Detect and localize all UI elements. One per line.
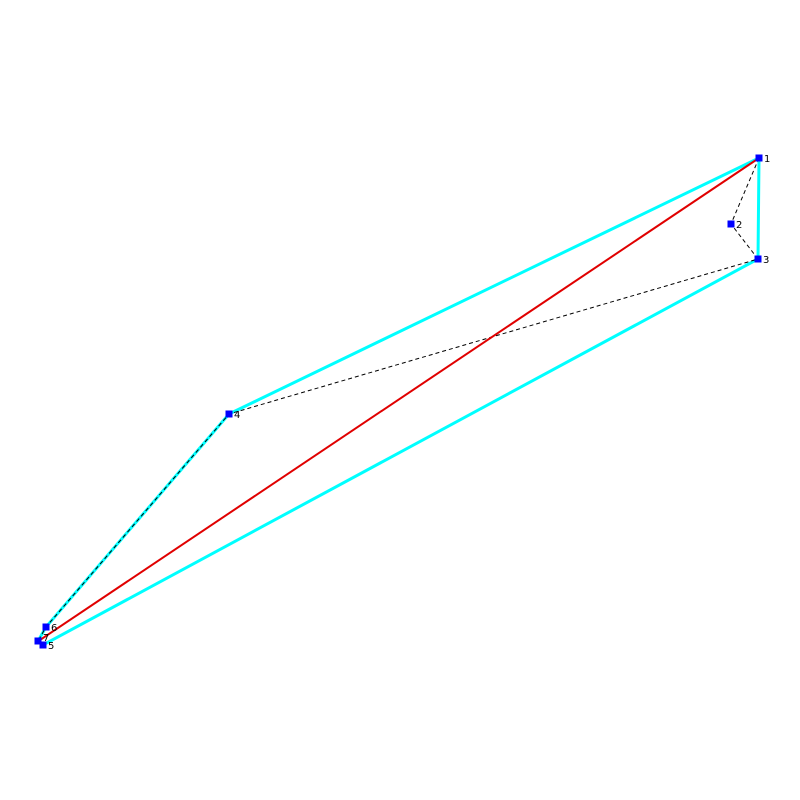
node-label: 6 [51,623,57,634]
node-label: 3 [763,255,769,266]
node-marker [755,154,763,162]
nodes: 1 2 3 4 5 67 [34,154,770,652]
node-label: 2 [736,220,742,231]
node-label: 1 [764,154,770,165]
node-marker [754,255,762,263]
node-marker [727,220,735,228]
node-marker [34,637,42,645]
node-marker [42,623,50,631]
node-label: 5 [48,641,54,652]
node-label: 7 [43,633,49,644]
node-label: 4 [234,410,240,421]
node-marker [39,641,47,649]
node-marker [225,410,233,418]
diameter [39,157,760,641]
